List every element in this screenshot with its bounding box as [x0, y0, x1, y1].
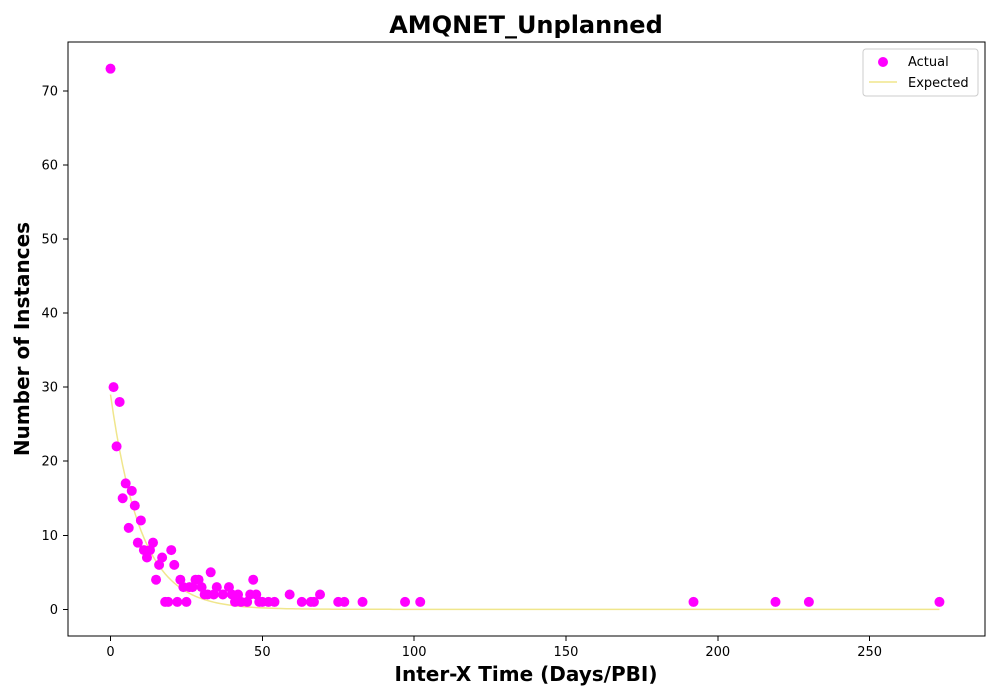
data-point — [105, 63, 116, 74]
data-point — [248, 574, 259, 585]
x-tick-label: 50 — [254, 645, 271, 660]
legend: Actual Expected — [862, 48, 979, 97]
data-point — [129, 500, 140, 511]
chart-title: AMQNET_Unplanned — [389, 11, 663, 39]
expected-series-layer — [109, 394, 940, 611]
data-point — [181, 596, 192, 607]
data-point — [415, 596, 426, 607]
data-point — [339, 596, 350, 607]
data-point — [132, 537, 143, 548]
data-point — [284, 589, 295, 600]
y-tick-label: 20 — [41, 455, 58, 470]
y-tick-label: 40 — [41, 307, 58, 322]
data-point — [126, 485, 137, 496]
expected-line — [109, 394, 940, 611]
data-point — [211, 582, 222, 593]
data-point — [269, 596, 280, 607]
data-point — [151, 574, 162, 585]
x-tick-label: 100 — [402, 645, 427, 660]
y-tick-label: 30 — [41, 381, 58, 396]
legend-actual-marker — [878, 57, 888, 67]
data-point — [117, 493, 128, 504]
y-axis-ticks: 0 10 20 30 40 50 60 70 — [41, 84, 68, 618]
data-point — [400, 596, 411, 607]
data-point — [296, 596, 307, 607]
plot-area-frame — [67, 41, 986, 637]
data-point — [934, 596, 945, 607]
legend-expected-label: Expected — [908, 76, 969, 91]
data-point — [205, 567, 216, 578]
legend-box — [862, 48, 979, 97]
x-tick-label: 250 — [857, 645, 882, 660]
y-tick-label: 60 — [41, 158, 58, 173]
y-tick-label: 10 — [41, 529, 58, 544]
y-tick-label: 0 — [50, 603, 58, 618]
data-point — [135, 515, 146, 526]
data-point — [357, 596, 368, 607]
data-point — [169, 559, 180, 570]
x-axis-title: Inter-X Time (Days/PBI) — [395, 662, 658, 686]
data-point — [120, 478, 131, 489]
legend-actual-label: Actual — [908, 55, 949, 70]
x-tick-label: 0 — [106, 645, 114, 660]
data-point — [148, 537, 159, 548]
y-tick-label: 70 — [41, 84, 58, 99]
x-tick-label: 200 — [705, 645, 730, 660]
data-point — [166, 545, 177, 556]
data-point — [803, 596, 814, 607]
data-point — [123, 522, 134, 533]
actual-series-layer — [105, 63, 945, 607]
data-point — [688, 596, 699, 607]
data-point — [172, 596, 183, 607]
x-tick-label: 150 — [554, 645, 579, 660]
data-point — [163, 596, 174, 607]
data-point — [308, 596, 319, 607]
data-point — [114, 396, 125, 407]
data-point — [157, 552, 168, 563]
x-axis-ticks: 0 50 100 150 200 250 — [106, 636, 882, 660]
data-point — [217, 589, 228, 600]
y-tick-label: 50 — [41, 233, 58, 248]
y-axis-title: Number of Instances — [10, 222, 34, 456]
data-point — [770, 596, 781, 607]
data-point — [315, 589, 326, 600]
data-point — [108, 382, 119, 393]
data-point — [111, 441, 122, 452]
